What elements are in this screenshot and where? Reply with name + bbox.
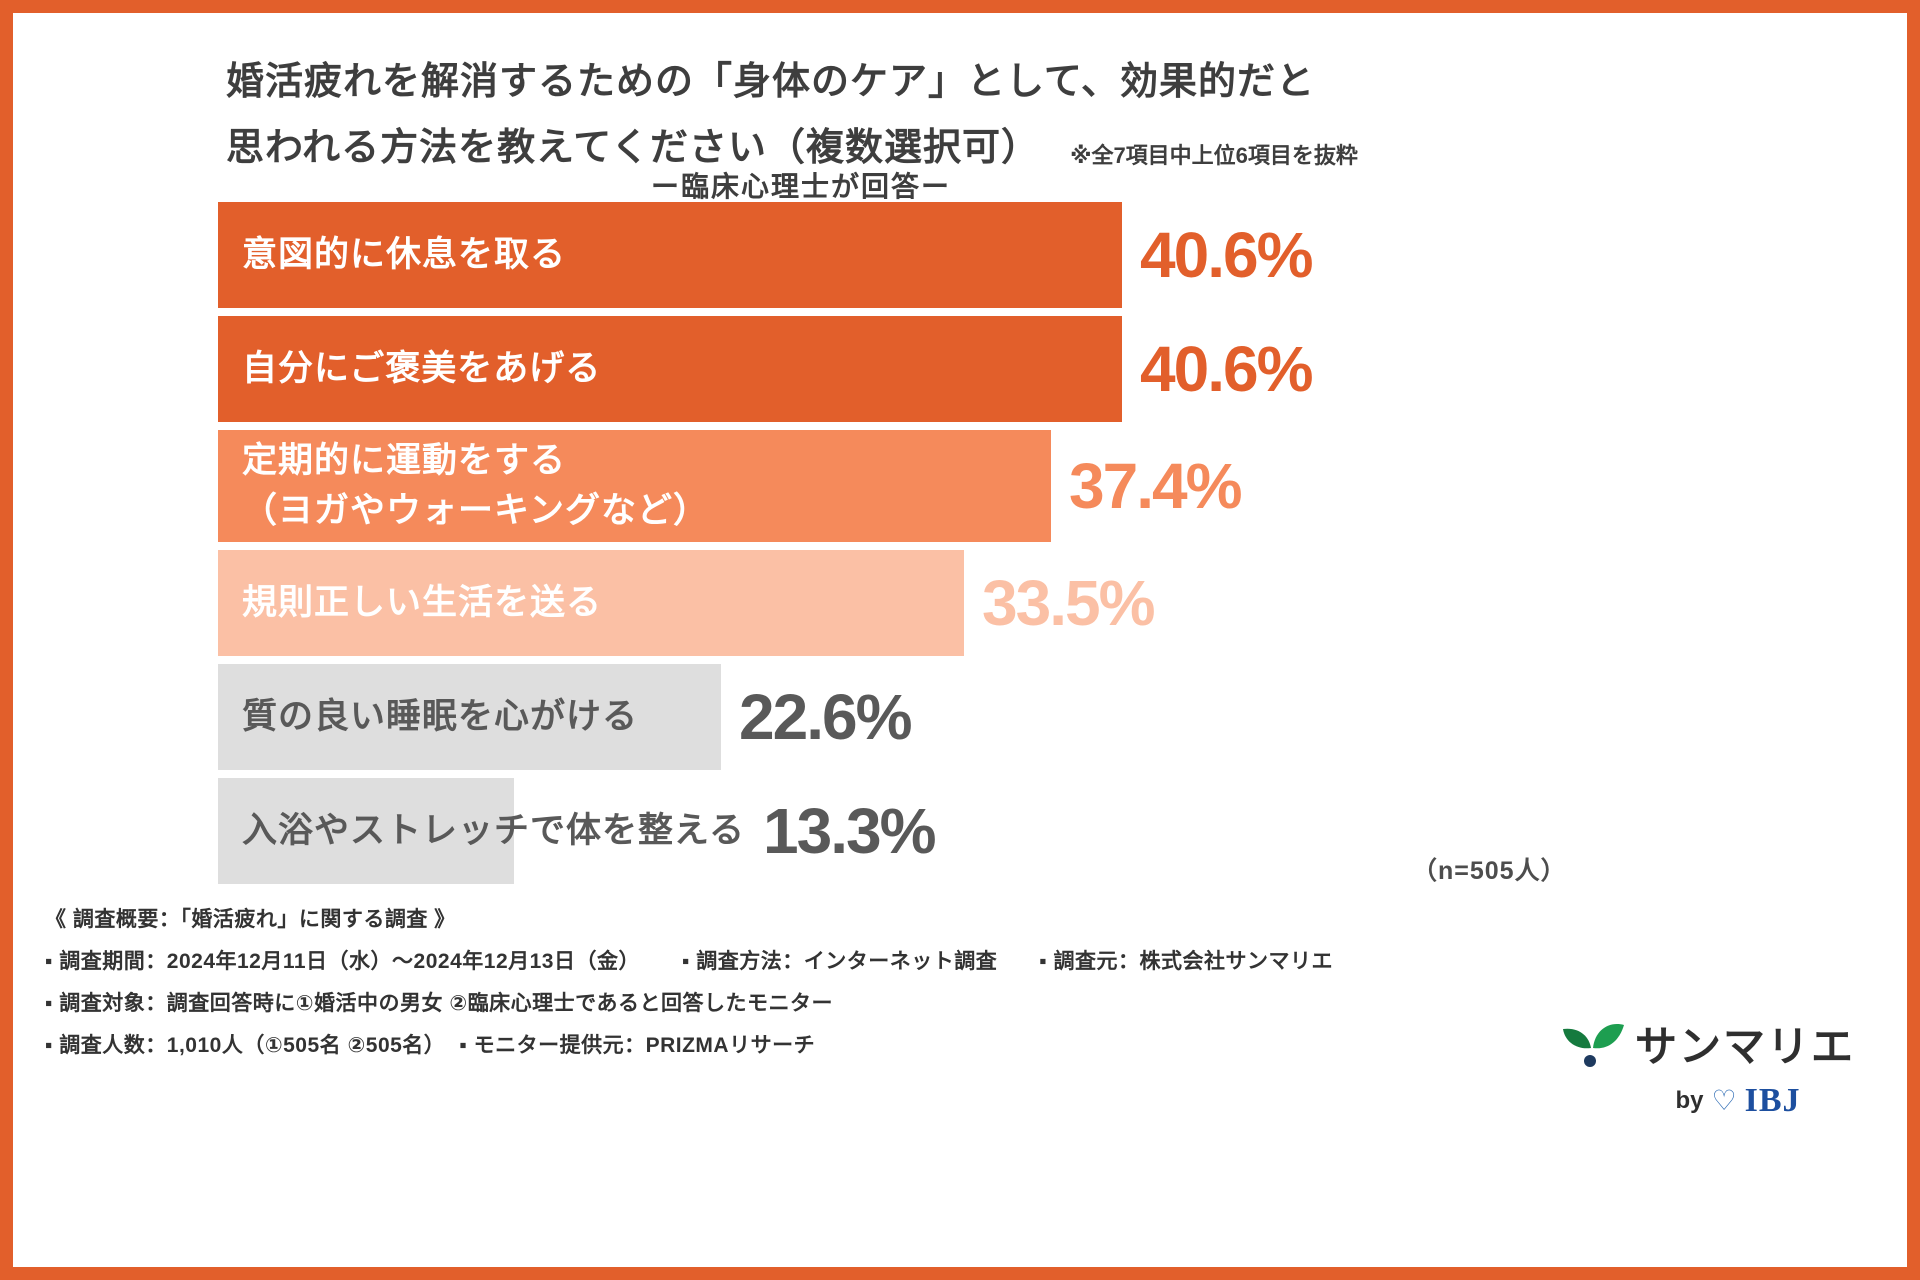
bar: 意図的に休息を取る	[218, 202, 1122, 308]
bar-label: 質の良い睡眠を心がける	[242, 697, 639, 737]
bar-value: 13.3%	[763, 795, 936, 867]
survey-source: ▪ 調査元：株式会社サンマリエ	[1039, 950, 1334, 973]
bar-value: 40.6%	[1140, 219, 1313, 291]
survey-overview-line-3: ▪ 調査人数：1,010人（①505名 ②505名） ▪ モニター提供元：PRI…	[45, 1029, 1333, 1059]
bar-value: 33.5%	[982, 567, 1155, 639]
bar: 定期的に運動をする （ヨガやウォーキングなど）	[218, 430, 1051, 542]
bar-label: 意図的に休息を取る	[242, 235, 567, 275]
chart-subtitle: ー臨床心理士が回答ー	[650, 171, 951, 202]
survey-period: ▪ 調査期間：2024年12月11日（水）～2024年12月13日（金）	[45, 950, 640, 973]
bar-value: 40.6%	[1140, 333, 1313, 405]
bar-row: 質の良い睡眠を心がける 22.6%	[218, 664, 1311, 770]
sample-size-note: （n=505人）	[1412, 857, 1567, 885]
survey-overview: 《 調査概要：「婚活疲れ」に関する調査 》 ▪ 調査期間：2024年12月11日…	[45, 903, 1333, 1059]
survey-count: ▪ 調査人数：1,010人（①505名 ②505名）	[45, 1034, 446, 1057]
bar-row: 規則正しい生活を送る 33.5%	[218, 550, 1311, 656]
chart-title: 婚活疲れを解消するための「身体のケア」として、効果的だと 思われる方法を教えてく…	[226, 49, 1358, 181]
bar-label: 規則正しい生活を送る	[242, 583, 603, 623]
title-line-1: 婚活疲れを解消するための「身体のケア」として、効果的だと	[226, 61, 1315, 103]
bar-label: 自分にご褒美をあげる	[242, 349, 602, 389]
bar: 入浴やストレッチで体を整える	[218, 778, 744, 884]
sunmarie-logo-text: サンマリエ	[1634, 1023, 1855, 1070]
survey-overview-line-1: ▪ 調査期間：2024年12月11日（水）～2024年12月13日（金） ▪ 調…	[45, 945, 1333, 975]
bar-row: 自分にご褒美をあげる 40.6%	[218, 316, 1313, 422]
bar-value: 22.6%	[739, 681, 912, 753]
ibj-logo: by ♡ IBJ	[1561, 1082, 1855, 1120]
survey-overview-title: 《 調査概要：「婚活疲れ」に関する調査 》	[45, 908, 456, 931]
survey-target: ▪ 調査対象：調査回答時に①婚活中の男女 ②臨床心理士であると回答したモニター	[45, 992, 833, 1015]
title-note: ※全7項目中上位6項目を抜粋	[1070, 143, 1358, 168]
bar-label: 定期的に運動をする （ヨガやウォーキングなど）	[242, 441, 709, 530]
ibj-heart-icon: ♡	[1711, 1085, 1737, 1116]
bar-row: 入浴やストレッチで体を整える 13.3%	[218, 778, 1311, 884]
sunmarie-leaf-icon	[1562, 1023, 1624, 1067]
bar-value: 37.4%	[1069, 450, 1242, 522]
survey-method: ▪ 調査方法：インターネット調査	[682, 950, 998, 973]
bar: 自分にご褒美をあげる	[218, 316, 1122, 422]
bar-row: 意図的に休息を取る 40.6%	[218, 202, 1313, 308]
bar: 規則正しい生活を送る	[218, 550, 964, 656]
bar-label: 入浴やストレッチで体を整える	[242, 811, 745, 851]
bar-row: 定期的に運動をする （ヨガやウォーキングなど） 37.4%	[218, 430, 1311, 542]
by-text: by	[1675, 1087, 1704, 1114]
sunmarie-logo: サンマリエ by ♡ IBJ	[1561, 1013, 1855, 1120]
bar-chart: 意図的に休息を取る 40.6% 自分にご褒美をあげる 40.6% 定期的に運動をする （…	[218, 202, 1313, 884]
ibj-logo-text: IBJ	[1744, 1082, 1801, 1119]
title-line-2: 思われる方法を教えてください（複数選択可）	[226, 127, 1041, 169]
survey-monitor-provider: ▪ モニター提供元：PRIZMAリサーチ	[459, 1034, 816, 1057]
bar: 質の良い睡眠を心がける	[218, 664, 721, 770]
